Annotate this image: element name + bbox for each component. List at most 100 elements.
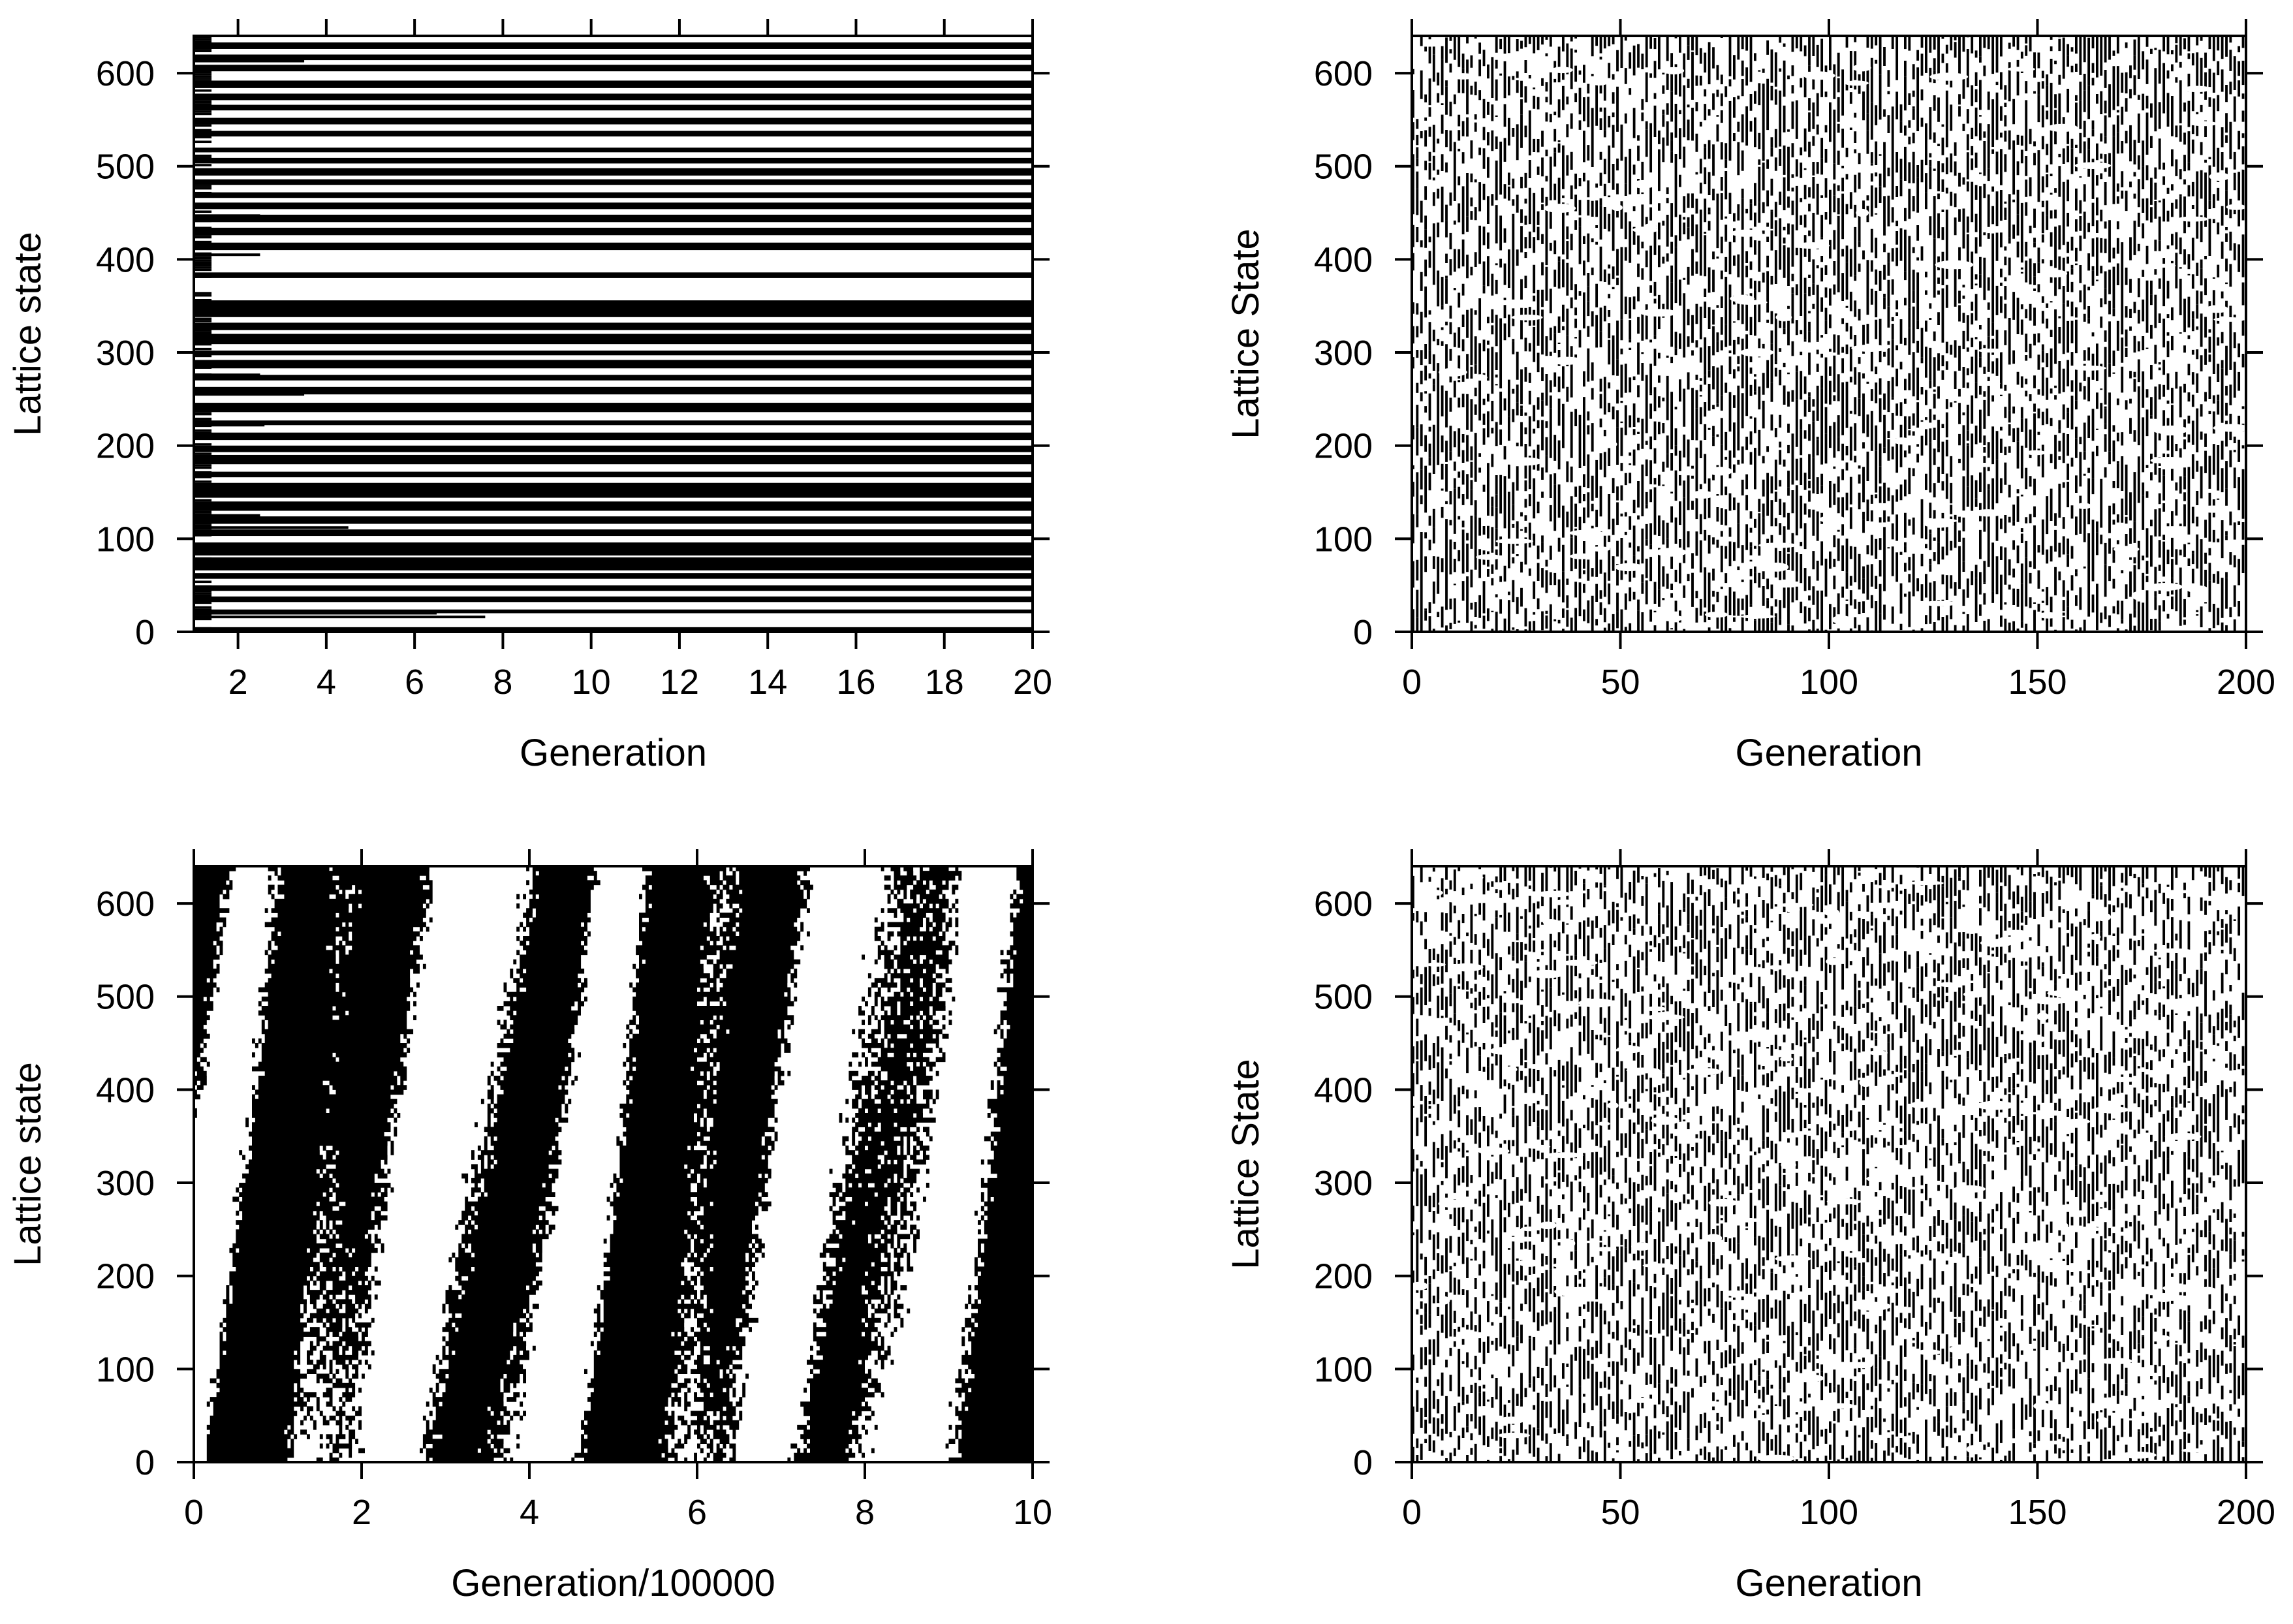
panel-b-frame — [1411, 35, 2247, 633]
state-band — [194, 148, 1033, 153]
transient-segment — [194, 387, 212, 390]
white-gap — [2159, 426, 2178, 436]
y-tick-label: 300 — [1314, 1164, 1373, 1203]
y-tick-label: 200 — [96, 1257, 155, 1296]
transient-segment — [194, 70, 212, 74]
white-gap — [1497, 1416, 1525, 1424]
transient-segment — [194, 103, 212, 106]
state-band — [194, 157, 1033, 164]
white-gap — [1916, 1349, 1942, 1355]
x-tick-label: 150 — [2008, 663, 2067, 702]
state-band — [194, 117, 1033, 125]
white-gap — [2065, 1118, 2091, 1125]
panel-b-tick-labels: 0 50 100 150 200 0 100 200 300 400 500 600 — [1314, 54, 2275, 702]
transient-segment — [194, 557, 212, 560]
white-gap — [2119, 1451, 2157, 1459]
transient-segment — [194, 480, 212, 483]
white-gap — [2213, 424, 2251, 432]
white-gap — [1826, 958, 1841, 965]
y-tick-label: 100 — [1314, 1350, 1373, 1389]
transient-segment — [194, 317, 212, 320]
transient-segment — [194, 206, 212, 208]
transient-segment — [194, 436, 212, 439]
transient-segment — [194, 99, 212, 101]
state-band — [194, 322, 1033, 330]
transient-segment — [194, 194, 212, 197]
y-tick-label: 100 — [96, 1350, 155, 1389]
transient-segment — [194, 534, 212, 537]
transient-segment — [194, 573, 212, 576]
x-tick-label: 16 — [836, 663, 875, 702]
transient-segment — [194, 320, 212, 322]
x-tick-label: 8 — [493, 663, 512, 702]
white-gap — [1852, 64, 1871, 72]
transient-segment — [194, 592, 212, 595]
white-gap — [1780, 1057, 1794, 1062]
panel-b-y-axis-title: Lattice State — [1224, 228, 1267, 439]
transient-segment — [194, 413, 212, 416]
white-gap — [1740, 614, 1775, 619]
white-gap — [2096, 913, 2112, 922]
transient-segment — [194, 543, 212, 546]
transient-segment — [194, 352, 212, 355]
transient-segment — [194, 73, 212, 76]
transient-segment — [194, 617, 212, 621]
white-gap — [1935, 260, 1974, 270]
transient-segment — [194, 136, 212, 138]
state-band — [194, 192, 1033, 198]
white-gap — [1651, 1116, 1679, 1125]
white-gap — [1523, 1144, 1551, 1149]
transient-segment — [194, 589, 212, 593]
transient-line — [194, 214, 260, 217]
transient-segment — [194, 585, 212, 588]
transient-segment — [194, 390, 212, 392]
white-gap — [1490, 1047, 1515, 1055]
white-gap — [2054, 1221, 2068, 1230]
state-band — [194, 386, 1033, 395]
x-tick-label: 50 — [1600, 1493, 1640, 1532]
white-gap — [1978, 381, 2001, 386]
x-tick-label: 0 — [1402, 663, 1422, 702]
white-gap — [1607, 1102, 1619, 1109]
white-gap — [1631, 180, 1657, 189]
white-gap — [2190, 121, 2217, 127]
transient-segment — [194, 294, 212, 297]
white-gap — [1495, 539, 1534, 544]
panel-a-y-axis-title: Lattice state — [7, 232, 49, 436]
transient-line — [194, 253, 260, 257]
state-band — [194, 596, 1033, 602]
transient-segment — [194, 268, 212, 272]
y-tick-label: 400 — [96, 1070, 155, 1110]
state-band — [194, 93, 1033, 101]
white-gap — [1554, 899, 1575, 905]
white-gap — [1589, 76, 1609, 86]
white-gap — [1642, 1263, 1674, 1268]
transient-segment — [194, 608, 212, 611]
white-gap — [2042, 270, 2068, 278]
white-gap — [2035, 1036, 2046, 1042]
state-band — [194, 432, 1033, 441]
y-tick-label: 600 — [1314, 884, 1373, 924]
white-gap — [2036, 1012, 2049, 1021]
x-tick-label: 100 — [1800, 1493, 1858, 1532]
transient-segment — [194, 464, 212, 467]
transient-segment — [194, 490, 212, 493]
white-gap — [1822, 908, 1839, 916]
white-gap — [1443, 897, 1474, 903]
white-gap — [2102, 1076, 2140, 1082]
white-gap — [1975, 1101, 2015, 1110]
transient-segment — [194, 601, 212, 604]
y-tick-label: 0 — [1353, 613, 1373, 652]
transient-segment — [194, 299, 212, 302]
white-gap — [1768, 965, 1785, 970]
white-gap — [1551, 67, 1573, 74]
x-tick-label: 4 — [317, 663, 336, 702]
state-band — [194, 42, 1033, 49]
white-gap — [1518, 1259, 1542, 1267]
white-gap — [1664, 67, 1685, 74]
transient-segment — [194, 301, 212, 304]
